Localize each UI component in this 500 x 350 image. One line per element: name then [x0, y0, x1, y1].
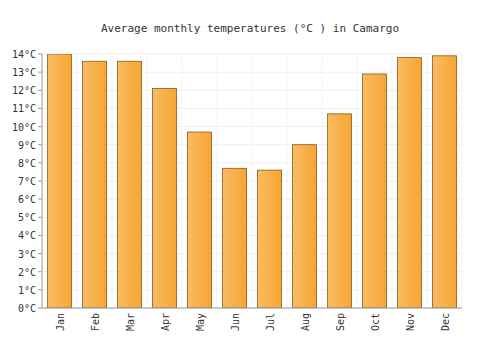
grid-line-vertical: [42, 54, 43, 308]
grid-line-vertical: [392, 54, 393, 308]
chart-svg: Average monthly temperatures (°C ) in Ca…: [0, 0, 500, 350]
x-tick-label: Oct: [370, 313, 381, 331]
x-tick-label: Dec: [440, 313, 451, 331]
bar: [362, 74, 386, 308]
bar: [432, 56, 456, 308]
grid-line-vertical: [427, 54, 428, 308]
y-tick: [38, 235, 42, 236]
y-tick-label: 6°C: [18, 194, 36, 205]
x-tick-label: Apr: [160, 313, 171, 331]
y-tick: [38, 289, 42, 290]
x-tick-label: Nov: [405, 313, 416, 331]
y-tick: [38, 126, 42, 127]
grid-line: [42, 308, 462, 309]
y-tick-label: 12°C: [12, 85, 36, 96]
bar: [117, 61, 141, 308]
y-tick: [38, 54, 42, 55]
bar: [292, 145, 316, 308]
y-tick-label: 5°C: [18, 212, 36, 223]
grid-line-vertical: [462, 54, 463, 308]
bar: [397, 58, 421, 308]
grid-line-vertical: [182, 54, 183, 308]
y-tick-label: 8°C: [18, 158, 36, 169]
y-tick: [38, 181, 42, 182]
y-tick-label: 11°C: [12, 103, 36, 114]
grid-line-vertical: [77, 54, 78, 308]
x-tick-label: Jun: [230, 313, 241, 331]
y-tick-label: 4°C: [18, 230, 36, 241]
y-tick: [38, 199, 42, 200]
y-tick: [38, 271, 42, 272]
bar: [187, 132, 211, 308]
x-tick-label: Mar: [125, 313, 136, 331]
grid-line-vertical: [357, 54, 358, 308]
bars: [47, 54, 456, 308]
bar: [222, 168, 246, 308]
y-tick: [38, 217, 42, 218]
grid-line-vertical: [112, 54, 113, 308]
grid-line-vertical: [287, 54, 288, 308]
x-tick-label: Jan: [55, 313, 66, 331]
y-tick: [38, 253, 42, 254]
chart-title: Average monthly temperatures (°C ) in Ca…: [101, 22, 399, 35]
x-tick-label: Feb: [90, 313, 101, 331]
y-tick: [38, 72, 42, 73]
x-tick-label: Aug: [300, 313, 311, 331]
y-tick-label: 1°C: [18, 285, 36, 296]
grid-line-vertical: [322, 54, 323, 308]
y-tick: [38, 144, 42, 145]
y-axis: [42, 54, 43, 308]
grid-line-vertical: [217, 54, 218, 308]
y-tick: [38, 90, 42, 91]
y-tick: [38, 108, 42, 109]
bar: [152, 88, 176, 308]
grid-line-vertical: [147, 54, 148, 308]
y-tick-label: 3°C: [18, 249, 36, 260]
y-tick: [38, 162, 42, 163]
bar: [327, 114, 351, 308]
y-tick-label: 14°C: [12, 49, 36, 60]
y-tick-label: 7°C: [18, 176, 36, 187]
y-tick-label: 9°C: [18, 140, 36, 151]
bar: [82, 61, 106, 308]
y-tick-label: 0°C: [18, 303, 36, 314]
x-tick-label: Sep: [335, 313, 346, 331]
grid-line-vertical: [252, 54, 253, 308]
bar: [47, 54, 71, 308]
x-tick-label: Jul: [265, 313, 276, 331]
y-tick-label: 10°C: [12, 122, 36, 133]
y-tick-label: 13°C: [12, 67, 36, 78]
bar: [257, 170, 281, 308]
y-tick: [38, 308, 42, 309]
x-tick-label: May: [195, 313, 206, 331]
y-tick-label: 2°C: [18, 267, 36, 278]
chart-container: Average monthly temperatures (°C ) in Ca…: [0, 0, 500, 350]
x-axis: [42, 308, 462, 309]
